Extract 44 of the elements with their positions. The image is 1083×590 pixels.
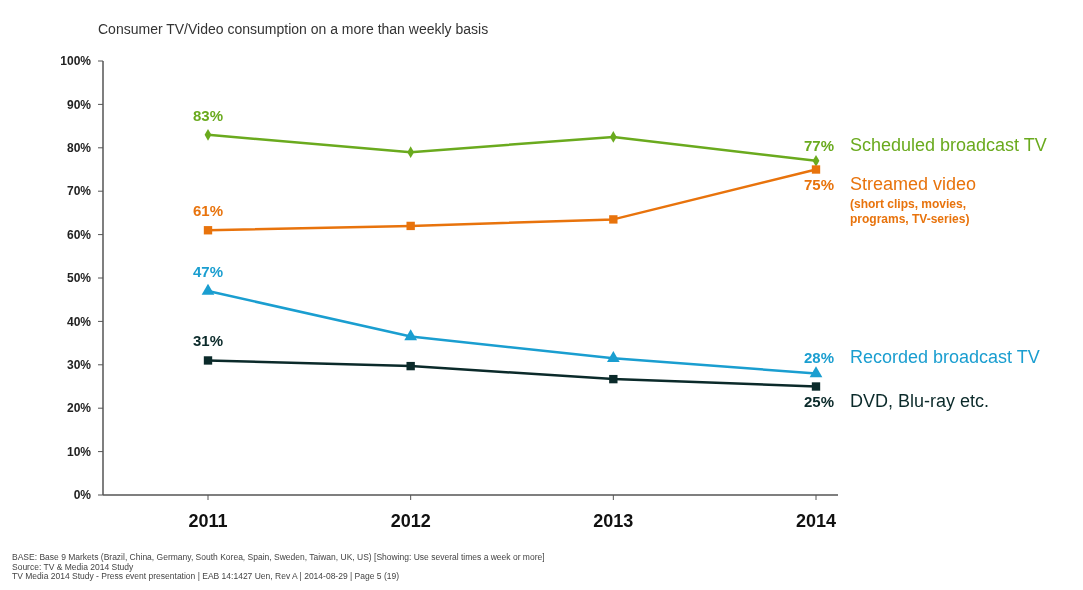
text: BASE: Base 9 Markets (Brazil, China, Germany, South Korea, Spain, Sweden, Taiwan, UK, US) [Showing: Use several times a week or more] (12, 552, 545, 562)
series-label: Recorded broadcast TV (850, 347, 1040, 368)
series-label: Scheduled broadcast TV (850, 134, 1047, 155)
x-tick-label: 2014 (795, 511, 837, 531)
data-label: 25% (803, 392, 834, 410)
point (201, 283, 215, 295)
point (609, 374, 618, 384)
y-tick-label: 0% (73, 488, 92, 503)
point (203, 356, 213, 365)
data-label: 77% (803, 136, 834, 154)
y-tick-label: 40% (66, 314, 92, 329)
x-tick-label: 2012 (390, 511, 431, 531)
y-tick-label: 80% (66, 141, 92, 155)
data-label: 47% (192, 263, 224, 281)
y-tick-label: 100% (60, 54, 92, 69)
y-tick-label: 60% (66, 227, 92, 242)
point (406, 361, 415, 371)
point (809, 366, 823, 378)
point (406, 221, 415, 231)
chart-title: Consumer TV/Video consumption on a more than weekly basis (98, 21, 489, 37)
source-note: Source: TV & Media 2014 Study (12, 561, 135, 572)
y-tick-label: 10% (66, 444, 92, 459)
series-label: DVD, Blu-ray etc. (850, 390, 990, 411)
data-label: 31% (192, 332, 224, 350)
y-tick-label: 70% (66, 184, 92, 199)
point (811, 165, 821, 174)
data-label: 61% (192, 202, 224, 220)
x-tick-label: 2013 (593, 511, 634, 531)
data-label: 83% (192, 106, 224, 124)
text: TV Media 2014 Study - Press event presentation | EAB 14:1427 Uen, Rev A | 2014-08-29 | Page 5 (19) (12, 571, 400, 581)
data-label: 28% (803, 349, 834, 367)
series-label: Streamed video (850, 173, 977, 194)
point (203, 226, 213, 235)
y-tick-label: 30% (66, 358, 92, 372)
point (404, 329, 418, 341)
point (606, 350, 620, 362)
point (811, 382, 821, 391)
y-tick-label: 90% (66, 97, 92, 112)
point (609, 215, 618, 224)
y-tick-label: 50% (66, 271, 92, 286)
data-label: 75% (803, 175, 834, 193)
text: (short clips, movies, programs, TV-series) (850, 196, 970, 226)
x-tick-label: 2011 (188, 511, 228, 531)
y-tick-label: 20% (66, 401, 92, 416)
